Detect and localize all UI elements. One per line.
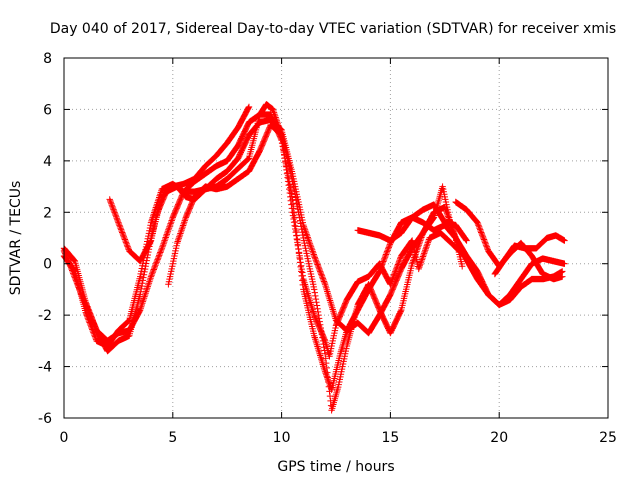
y-tick-label: 8: [43, 51, 52, 67]
data-point-markers: [491, 232, 568, 278]
x-tick-label: 25: [599, 430, 617, 446]
y-tick-label: -6: [38, 411, 52, 427]
grid-lines: [64, 58, 608, 418]
x-tick-label: 15: [381, 430, 399, 446]
y-tick-label: -2: [38, 308, 52, 324]
x-tick-label: 0: [60, 430, 69, 446]
y-tick-label: 0: [43, 257, 52, 273]
x-axis-label: GPS time / hours: [277, 459, 394, 475]
y-tick-label: 6: [43, 102, 52, 118]
data-point-markers: [106, 116, 464, 337]
series-track-8: [491, 232, 568, 278]
y-tick-label: -4: [38, 360, 52, 376]
y-axis-label: SDTVAR / TECUs: [8, 181, 24, 296]
data-point-markers: [354, 201, 470, 244]
x-tick-label: 20: [490, 430, 508, 446]
x-tick-label: 10: [273, 430, 291, 446]
chart-title: Day 040 of 2017, Sidereal Day-to-day VTE…: [50, 21, 616, 37]
series-track-6: [354, 201, 470, 244]
axes: 0 5 10 15 20 25 -6 -4 -2 0 2 4 6 8: [38, 51, 617, 446]
data-points: [60, 101, 568, 414]
data-point-markers: [165, 121, 568, 360]
y-tick-label: 2: [43, 205, 52, 221]
series-track-5: [165, 121, 568, 360]
y-tick-label: 4: [43, 154, 52, 170]
x-tick-label: 5: [168, 430, 177, 446]
series-track-4: [106, 116, 464, 337]
plot-frame: [63, 57, 609, 419]
